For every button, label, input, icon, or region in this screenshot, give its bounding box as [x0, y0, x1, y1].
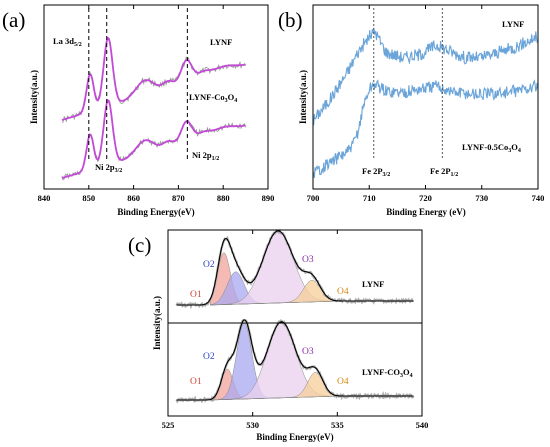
- panel-b-plot-area: [312, 4, 539, 190]
- panel-b-x-ticks: 700 710 720 730 740: [307, 5, 545, 203]
- panel-a-reference-lines: [88, 8, 188, 162]
- panel-a-xlabel: Binding Energy(eV): [117, 207, 194, 217]
- bottom-o3-label: O3: [302, 347, 314, 357]
- panel-c-tick-label-525: 525: [162, 420, 175, 430]
- panel-c-plot-area: [167, 228, 423, 417]
- bottom-sample-mid: O: [403, 367, 410, 377]
- bottom-o4-label: O4: [337, 377, 349, 387]
- bottom-sample-text: LYNF-CO: [362, 367, 400, 377]
- panel-a: (a) 840 850 860 870 880 890 Binding Energy(eV…: [2, 4, 275, 217]
- la-3d-text: La 3d: [53, 36, 74, 46]
- panel-c-tick-label-540: 540: [416, 420, 429, 430]
- fe-2p12-subscript: 1/2: [451, 172, 459, 178]
- bottom-sample-lynf-co3o4: LYNF-CO3O4: [362, 367, 413, 379]
- ni-2p32-label: Ni 2p3/2: [95, 162, 122, 174]
- panel-a-tick-label-880: 880: [217, 193, 230, 203]
- panel-b-series-0: [312, 27, 539, 126]
- panel-a-tick-label-860: 860: [127, 193, 140, 203]
- panel-c-top-subplot: [175, 228, 414, 310]
- panel-a-sample2-mid: O: [228, 92, 235, 102]
- top-o1-label: O1: [190, 290, 202, 300]
- panel-a-fit-lynf-co3o4: [61, 98, 246, 179]
- la-3d-label: La 3d5/2: [53, 36, 82, 48]
- panel-a-ylabel: Intensity(a.u.): [29, 70, 39, 124]
- panel-a-tick-label-840: 840: [38, 193, 51, 203]
- panel-c-ylabel: Intensity(a.u.): [152, 296, 162, 350]
- panel-b: (b) 700 710 720 730 740 Binding Energy (eV) …: [278, 4, 545, 217]
- panel-a-fit-lynf: [61, 36, 246, 121]
- panel-c: (c) 525 530 535 540 Binding Energy(eV) Inte…: [128, 228, 429, 442]
- ni-2p12-label: Ni 2p1/2: [192, 150, 219, 162]
- panel-a-raw-lynf: [61, 37, 246, 123]
- panel-b-tick-label-730: 730: [475, 193, 488, 203]
- panel-c-xlabel: Binding Energy(eV): [256, 432, 333, 442]
- panel-c-1-fit-envelope: [176, 319, 414, 401]
- top-o2-label: O2: [203, 260, 215, 270]
- ni-2p32-text: Ni 2p: [95, 162, 115, 172]
- ni-2p12-text: Ni 2p: [192, 150, 212, 160]
- ni-2p32-subscript: 3/2: [115, 168, 123, 174]
- panel-c-tick-label-530: 530: [246, 420, 259, 430]
- panel-a-frame: [43, 4, 269, 190]
- panel-b-xlabel: Binding Energy (eV): [386, 207, 466, 217]
- panel-b-tick-label-740: 740: [532, 193, 545, 203]
- panel-a-sample-lynf-co3o4: LYNF-Co3O4: [189, 92, 237, 104]
- panel-c-x-ticks: 525 530 535 540: [162, 230, 429, 430]
- fe-2p32-subscript: 3/2: [383, 172, 391, 178]
- bottom-sample-sub2: 4: [410, 373, 413, 379]
- panel-b-sample2-sub2: 4: [518, 148, 521, 154]
- panel-b-tick-label-700: 700: [307, 193, 320, 203]
- top-o4-label: O4: [337, 287, 349, 297]
- panel-a-letter: (a): [2, 8, 25, 32]
- panel-b-tick-label-710: 710: [363, 193, 376, 203]
- panel-b-frame: [312, 4, 539, 190]
- panel-b-sample-lynf: LYNF: [502, 19, 524, 29]
- panel-a-plot-area: [43, 4, 269, 190]
- bottom-o2-label: O2: [203, 352, 215, 362]
- panel-a-tick-label-890: 890: [262, 193, 275, 203]
- panel-c-bottom-subplot: [175, 319, 415, 404]
- panel-a-sample-lynf: LYNF: [210, 37, 232, 47]
- top-sample-lynf: LYNF: [362, 279, 384, 289]
- panel-b-series: [312, 27, 539, 179]
- panel-a-raw-lynf-co3o4: [61, 100, 247, 181]
- panel-b-tick-label-720: 720: [419, 193, 432, 203]
- panel-b-series-1: [312, 79, 539, 179]
- fe-2p12-label: Fe 2P1/2: [430, 166, 458, 178]
- panel-c-letter: (c): [128, 233, 151, 257]
- panel-a-sample2-sub2: 4: [234, 98, 237, 104]
- panel-a-tick-label-850: 850: [82, 193, 95, 203]
- bottom-sample-sub1: 3: [400, 373, 403, 379]
- panel-b-sample-lynf-05co3o4: LYNF-0.5Co3O4: [462, 142, 521, 154]
- panel-b-sample2-mid: O: [511, 142, 518, 152]
- panel-b-letter: (b): [278, 8, 303, 32]
- panel-a-x-ticks: 840 850 860 870 880 890: [38, 5, 275, 203]
- panel-b-ylabel: Intensity(a.u.): [298, 70, 308, 124]
- panel-a-series: [61, 36, 247, 181]
- top-o3-label: O3: [302, 255, 314, 265]
- panel-b-sample2-sub1: 3: [508, 148, 511, 154]
- panel-a-tick-label-870: 870: [172, 193, 185, 203]
- fe-2p32-text: Fe 2P: [362, 166, 383, 176]
- panel-c-frame: [167, 229, 423, 417]
- fe-2p12-text: Fe 2P: [430, 166, 451, 176]
- panel-a-sample2-text: LYNF-Co: [189, 92, 225, 102]
- la-3d-subscript: 5/2: [74, 42, 82, 48]
- ni-2p12-subscript: 1/2: [212, 156, 220, 162]
- panel-b-sample2-text: LYNF-0.5Co: [462, 142, 508, 152]
- panel-a-sample2-sub1: 3: [225, 98, 228, 104]
- bottom-o1-label: O1: [190, 377, 202, 387]
- panel-c-tick-label-535: 535: [331, 420, 344, 430]
- panel-b-reference-lines: [373, 8, 443, 160]
- panel-c-0-fit-envelope: [176, 230, 414, 306]
- fe-2p32-label: Fe 2P3/2: [362, 166, 390, 178]
